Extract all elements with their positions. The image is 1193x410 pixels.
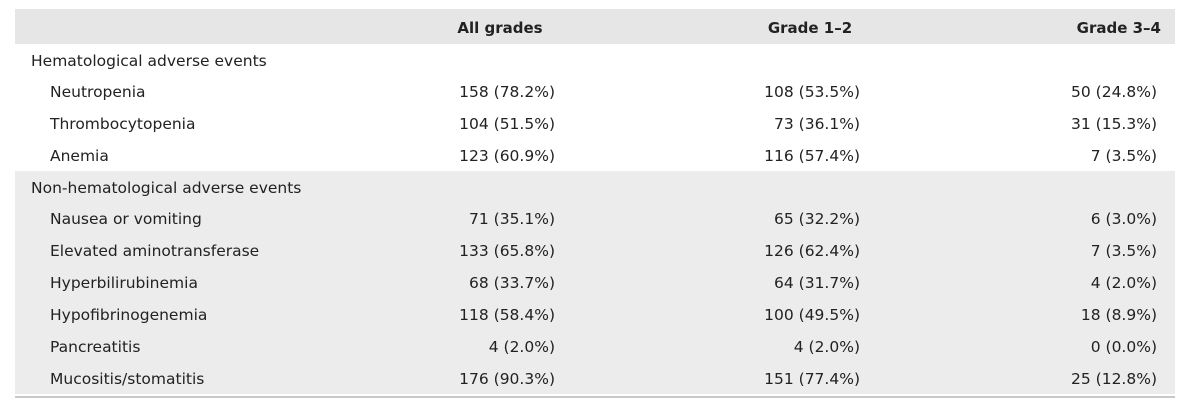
cell-all-grades: 176 (90.3%)	[459, 370, 555, 388]
table-row: Hypofibrinogenemia 118 (58.4%) 100 (49.5…	[15, 298, 1175, 330]
row-label: Mucositis/stomatitis	[50, 370, 205, 388]
cell-all-grades: 123 (60.9%)	[459, 147, 555, 165]
cell-all-grades: 71 (35.1%)	[469, 210, 555, 228]
cell-all-grades: 104 (51.5%)	[459, 115, 555, 133]
cell-grade-1-2: 151 (77.4%)	[764, 370, 860, 388]
group-title: Non-hematological adverse events	[31, 179, 302, 197]
section-non-hematological: Non-hematological adverse events Nausea …	[15, 171, 1175, 394]
cell-grade-1-2: 126 (62.4%)	[764, 242, 860, 260]
cell-grade-3-4: 4 (2.0%)	[1090, 274, 1157, 292]
row-label: Hypofibrinogenemia	[50, 306, 208, 324]
cell-grade-1-2: 64 (31.7%)	[774, 274, 860, 292]
cell-grade-3-4: 25 (12.8%)	[1071, 370, 1157, 388]
table-row: Hyperbilirubinemia 68 (33.7%) 64 (31.7%)…	[15, 266, 1175, 298]
header-grade-1-2: Grade 1–2	[767, 19, 853, 37]
row-label: Elevated aminotransferase	[50, 242, 260, 260]
cell-all-grades: 158 (78.2%)	[459, 83, 555, 101]
table-bottom-rule	[15, 396, 1175, 398]
group-title-row: Hematological adverse events	[15, 44, 1175, 75]
cell-all-grades: 68 (33.7%)	[469, 274, 555, 292]
table-row: Thrombocytopenia 104 (51.5%) 73 (36.1%) …	[15, 107, 1175, 139]
cell-grade-3-4: 31 (15.3%)	[1071, 115, 1157, 133]
adverse-events-table: All grades Grade 1–2 Grade 3–4 Hematolog…	[15, 9, 1175, 394]
row-label: Nausea or vomiting	[50, 210, 202, 228]
table-row: Pancreatitis 4 (2.0%) 4 (2.0%) 0 (0.0%)	[15, 330, 1175, 362]
row-label: Neutropenia	[50, 83, 146, 101]
table-row: Nausea or vomiting 71 (35.1%) 65 (32.2%)…	[15, 202, 1175, 234]
table-header-row: All grades Grade 1–2 Grade 3–4	[15, 9, 1175, 44]
table-row: Elevated aminotransferase 133 (65.8%) 12…	[15, 234, 1175, 266]
cell-all-grades: 4 (2.0%)	[488, 338, 555, 356]
cell-grade-1-2: 65 (32.2%)	[774, 210, 860, 228]
section-hematological: Hematological adverse events Neutropenia…	[15, 44, 1175, 171]
table-row: Anemia 123 (60.9%) 116 (57.4%) 7 (3.5%)	[15, 139, 1175, 171]
cell-grade-1-2: 73 (36.1%)	[774, 115, 860, 133]
table-row: Mucositis/stomatitis 176 (90.3%) 151 (77…	[15, 362, 1175, 394]
cell-grade-3-4: 0 (0.0%)	[1090, 338, 1157, 356]
row-label: Hyperbilirubinemia	[50, 274, 198, 292]
cell-grade-3-4: 7 (3.5%)	[1090, 242, 1157, 260]
cell-all-grades: 133 (65.8%)	[459, 242, 555, 260]
cell-grade-3-4: 18 (8.9%)	[1080, 306, 1157, 324]
cell-grade-3-4: 6 (3.0%)	[1090, 210, 1157, 228]
cell-grade-1-2: 116 (57.4%)	[764, 147, 860, 165]
row-label: Anemia	[50, 147, 109, 165]
cell-grade-1-2: 100 (49.5%)	[764, 306, 860, 324]
cell-grade-3-4: 50 (24.8%)	[1071, 83, 1157, 101]
group-title-row: Non-hematological adverse events	[15, 171, 1175, 202]
cell-grade-1-2: 4 (2.0%)	[793, 338, 860, 356]
cell-grade-1-2: 108 (53.5%)	[764, 83, 860, 101]
row-label: Pancreatitis	[50, 338, 141, 356]
header-grade-3-4: Grade 3–4	[1076, 19, 1161, 37]
row-label: Thrombocytopenia	[50, 115, 196, 133]
group-title: Hematological adverse events	[31, 52, 267, 70]
cell-all-grades: 118 (58.4%)	[459, 306, 555, 324]
header-all-grades: All grades	[457, 19, 543, 37]
cell-grade-3-4: 7 (3.5%)	[1090, 147, 1157, 165]
table-row: Neutropenia 158 (78.2%) 108 (53.5%) 50 (…	[15, 75, 1175, 107]
